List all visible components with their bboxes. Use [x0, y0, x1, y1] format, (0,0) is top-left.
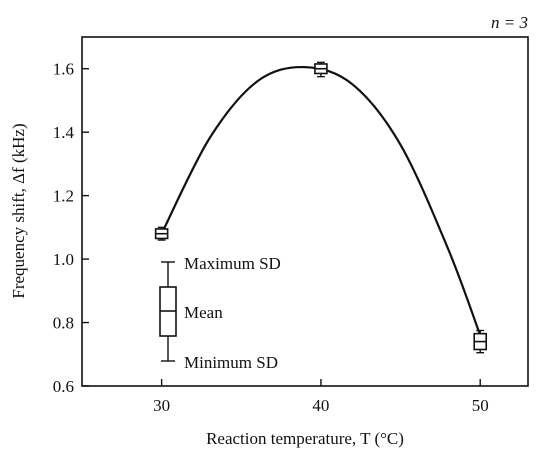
- plot-frame-group: [81, 36, 529, 387]
- legend-box-marker: [159, 261, 177, 362]
- legend-min-label: Minimum SD: [184, 353, 278, 372]
- x-axis-label: Reaction temperature, T (°C): [206, 429, 404, 448]
- data-point-box: [473, 329, 488, 354]
- data-point-box: [154, 226, 169, 241]
- plot-frame: [81, 36, 529, 387]
- y-tick-label: 1.4: [53, 123, 75, 142]
- legend-mean-label: Mean: [184, 303, 223, 322]
- y-tick-label: 1.0: [53, 250, 74, 269]
- y-tick-label: 1.6: [53, 60, 74, 79]
- y-tick-label: 1.2: [53, 187, 74, 206]
- legend-box: Maximum SD Mean Minimum SD: [159, 254, 281, 372]
- ticks-layer: 0.6 0.8 1.0 1.2 1.4 1.6 30 40 50: [53, 60, 489, 415]
- y-axis-label: Frequency shift, Δf (kHz): [9, 123, 28, 298]
- legend-max-label: Maximum SD: [184, 254, 281, 273]
- fit-curve: [160, 65, 482, 336]
- points-layer: [154, 61, 488, 354]
- data-point-box: [314, 61, 328, 78]
- x-tick-label: 30: [153, 396, 170, 415]
- sample-size-annotation: n = 3: [491, 13, 528, 32]
- x-tick-label: 40: [312, 396, 329, 415]
- y-tick-label: 0.6: [53, 377, 74, 396]
- curve-layer: [160, 65, 482, 336]
- x-tick-label: 50: [472, 396, 489, 415]
- y-tick-label: 0.8: [53, 314, 74, 333]
